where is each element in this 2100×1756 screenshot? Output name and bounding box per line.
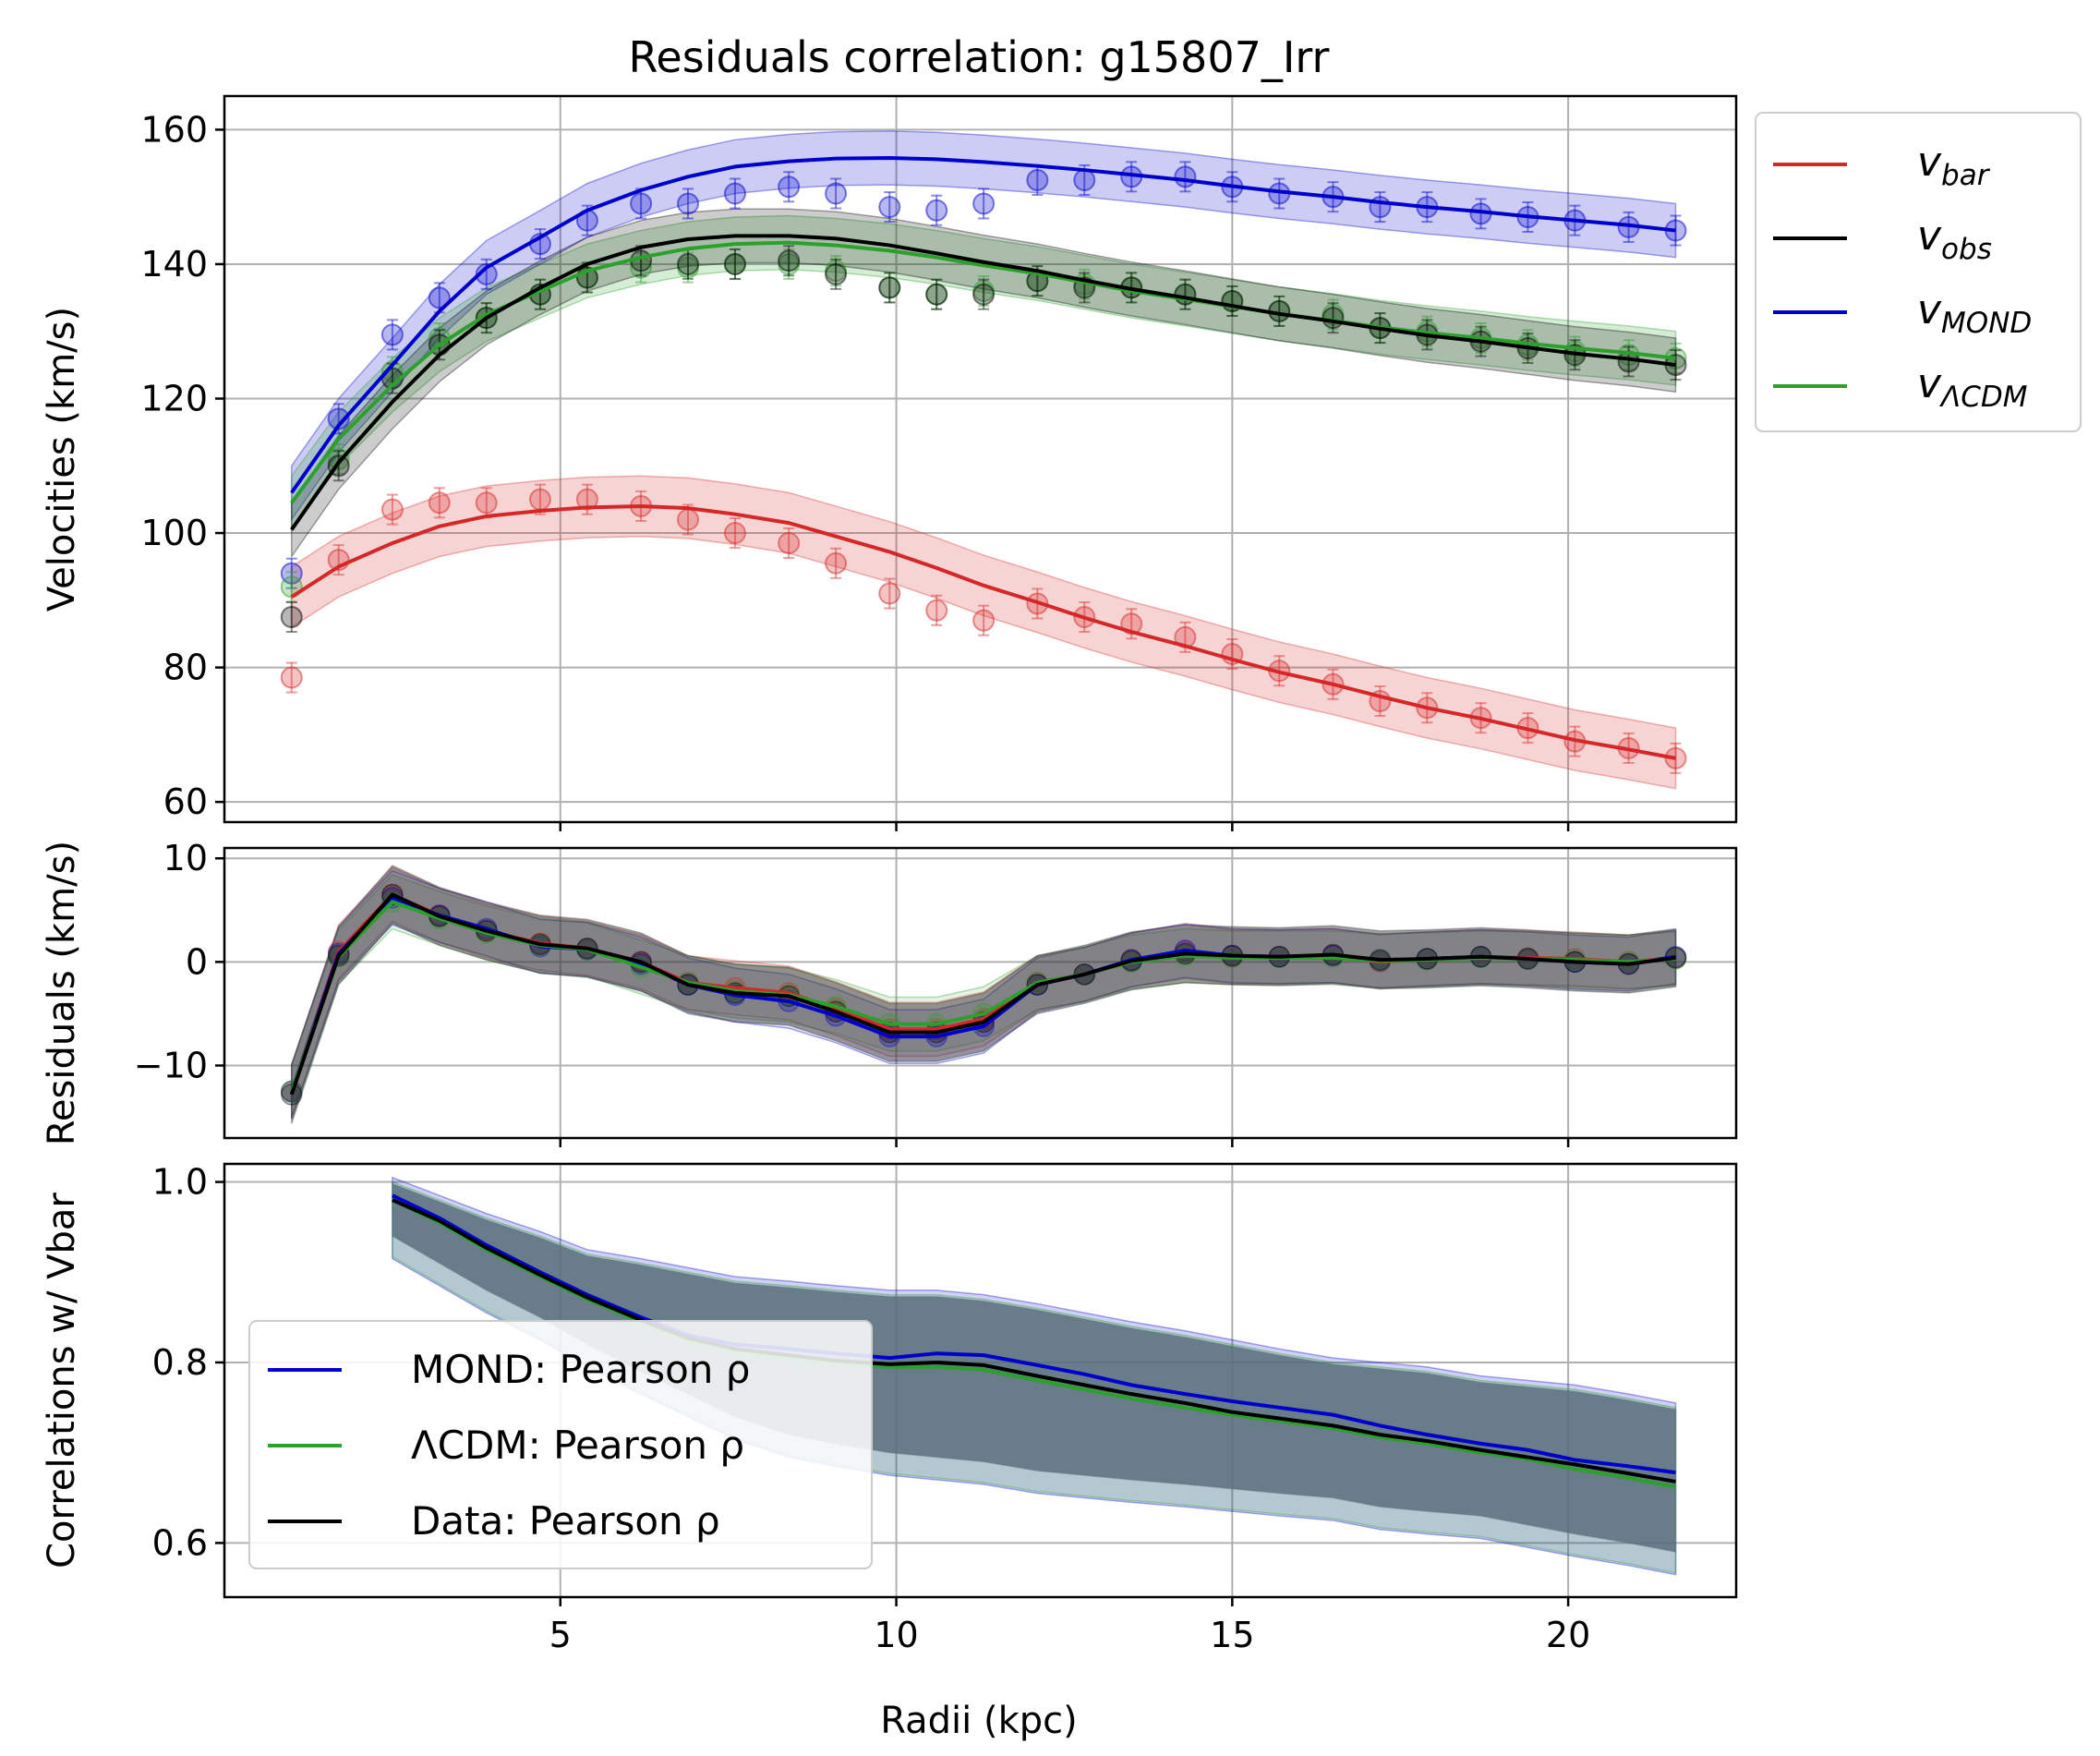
- legend-label-lcdm: ΛCDM: Pearson ρ: [411, 1423, 744, 1468]
- point-obs: [972, 283, 996, 306]
- legend-frame: [248, 1320, 873, 1569]
- point-bar: [575, 488, 598, 511]
- point-mond: [677, 192, 700, 215]
- legend-label-bar: vbar: [1917, 139, 1991, 192]
- point-bar: [677, 508, 700, 531]
- panel-2: −10 0 10 Residuals (km/s): [41, 838, 1738, 1147]
- band-lcdm: [291, 214, 1677, 532]
- point-bar: [475, 491, 498, 515]
- point-bar: [972, 609, 996, 632]
- point-bar: [825, 551, 848, 575]
- band-obs: [291, 208, 1677, 559]
- residual-line-obs: [289, 892, 1676, 1096]
- point-mond: [723, 182, 746, 205]
- figure-title: Residuals correlation: g15807_Irr: [629, 32, 1330, 82]
- point-mond: [327, 407, 350, 430]
- legend-label-obs: vobs: [1917, 212, 1992, 266]
- axes-frame: [223, 1162, 1738, 1599]
- x-tick-label: 15: [1210, 1615, 1254, 1655]
- point-mond: [630, 192, 653, 215]
- point-mond: [972, 192, 996, 215]
- x-axis-label: Radii (kpc): [880, 1700, 1078, 1742]
- point-lcdm: [380, 360, 404, 383]
- point-obs: [878, 276, 901, 299]
- y-tick-label: 0: [186, 941, 208, 982]
- legend-frame: [1755, 112, 2082, 432]
- axes-frame: [223, 846, 1738, 1140]
- point-obs: [280, 606, 303, 629]
- point-mond: [428, 286, 451, 309]
- y-tick-label: 160: [140, 109, 208, 150]
- y-tick-label: 0.8: [152, 1342, 208, 1383]
- y-axis-label: Velocities (km/s): [41, 307, 83, 612]
- y-axis-label: Correlations w/ Vbar: [41, 1193, 83, 1568]
- point-mond: [878, 196, 901, 219]
- point-bar: [428, 491, 451, 515]
- panel-1: 60 80 100 120 140 160 Velocities (km/s): [41, 94, 1738, 831]
- legend-label-lcdm: vΛCDM: [1917, 360, 2028, 414]
- x-tick-label: 20: [1546, 1615, 1590, 1655]
- point-obs: [677, 252, 700, 275]
- legend-label-mond: vMOND: [1917, 286, 2032, 340]
- point-bar: [528, 488, 551, 511]
- band-bar: [291, 866, 1677, 1119]
- point-obs: [778, 249, 801, 272]
- y-tick-label: 80: [163, 648, 208, 688]
- point-bar: [925, 599, 948, 622]
- y-axis-label: Residuals (km/s): [41, 841, 83, 1145]
- point-bar: [380, 498, 404, 521]
- y-tick-label: 100: [140, 513, 208, 553]
- y-tick-label: 10: [163, 838, 208, 878]
- legend-velocities: vbar vobs vMOND vΛCDM: [1755, 112, 2082, 432]
- corr-line-obs: [392, 1198, 1676, 1484]
- point-mond: [778, 176, 801, 199]
- curve-mond: [290, 155, 1676, 494]
- point-mond: [1073, 168, 1096, 191]
- band-mond: [291, 869, 1677, 1119]
- point-mond: [1174, 165, 1197, 188]
- y-tick-label: 1.0: [152, 1162, 208, 1203]
- legend-label-mond: MOND: Pearson ρ: [411, 1347, 750, 1392]
- band-lcdm: [291, 874, 1677, 1119]
- point-mond: [380, 323, 404, 346]
- x-tick-label: 5: [549, 1615, 572, 1655]
- legend-correlations: MOND: Pearson ρ ΛCDM: Pearson ρ Data: Pear…: [248, 1320, 873, 1569]
- point-bar: [280, 666, 303, 689]
- point-obs: [825, 262, 848, 285]
- curve-obs: [290, 234, 1676, 531]
- point-mond: [475, 262, 498, 285]
- band-mond: [291, 130, 1677, 522]
- point-obs: [723, 252, 746, 275]
- x-tick-label: 10: [874, 1615, 918, 1655]
- axes-frame: [223, 94, 1738, 824]
- panel-3: 0.6 0.8 1.0 5 10 15 20 Correlations w/ Vbar: [41, 1162, 1738, 1655]
- point-bar: [723, 522, 746, 545]
- y-tick-label: 120: [140, 379, 208, 419]
- point-mond: [825, 182, 848, 205]
- y-tick-label: −10: [134, 1046, 208, 1086]
- corr-line-mond: [392, 1193, 1676, 1475]
- point-bar: [878, 582, 901, 605]
- band-bar: [291, 475, 1677, 790]
- curve-bar: [290, 503, 1676, 760]
- y-tick-label: 60: [163, 781, 208, 822]
- point-mond: [1026, 168, 1049, 191]
- legend-label-obs: Data: Pearson ρ: [411, 1498, 720, 1544]
- y-tick-label: 0.6: [152, 1522, 208, 1563]
- band-obs: [291, 865, 1677, 1124]
- point-bar: [778, 531, 801, 554]
- point-mond: [925, 199, 948, 222]
- point-obs: [925, 283, 948, 306]
- y-tick-label: 140: [140, 244, 208, 285]
